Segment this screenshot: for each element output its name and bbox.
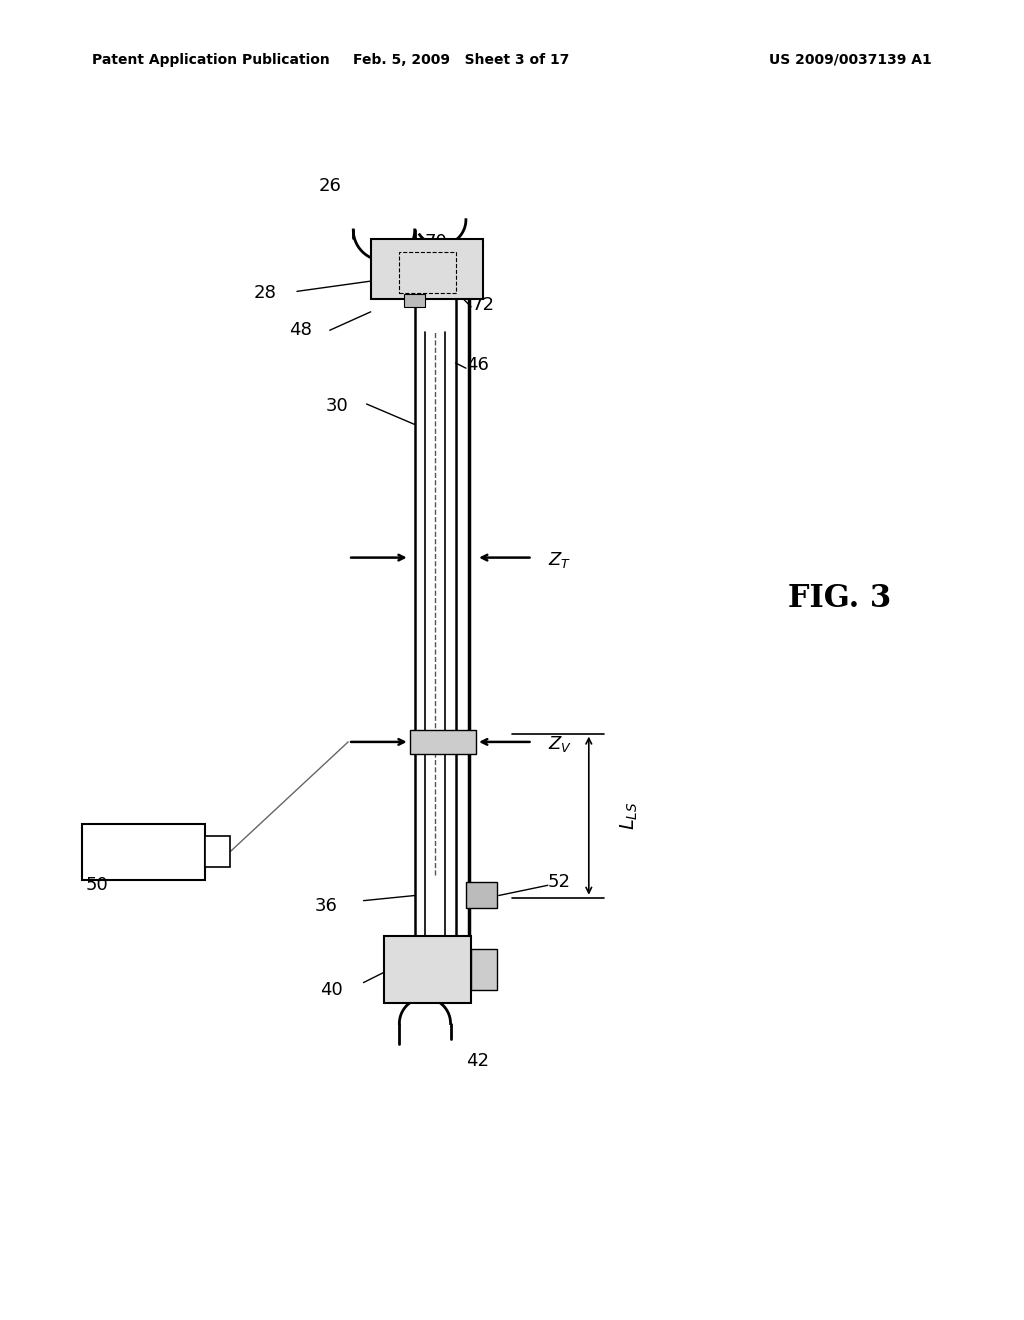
Text: 46: 46 <box>466 356 488 374</box>
Text: 52: 52 <box>548 874 570 891</box>
Text: 28: 28 <box>254 284 276 302</box>
Bar <box>471 949 497 990</box>
Bar <box>466 882 497 908</box>
Text: 48: 48 <box>290 321 312 339</box>
Text: 70: 70 <box>425 234 447 251</box>
Bar <box>410 730 476 754</box>
Text: 30: 30 <box>326 397 348 414</box>
Text: 26: 26 <box>318 177 341 195</box>
Text: $Z_T$: $Z_T$ <box>548 549 571 570</box>
Bar <box>399 252 456 293</box>
Text: $L_{LS}$: $L_{LS}$ <box>620 801 640 830</box>
Text: 40: 40 <box>321 981 343 999</box>
Bar <box>371 239 483 298</box>
Text: Patent Application Publication: Patent Application Publication <box>92 53 330 67</box>
Text: 50: 50 <box>86 876 109 894</box>
Text: FIG. 3: FIG. 3 <box>788 583 891 614</box>
Text: US 2009/0037139 A1: US 2009/0037139 A1 <box>769 53 932 67</box>
Text: 42: 42 <box>466 1052 488 1071</box>
Bar <box>82 824 205 880</box>
Text: 36: 36 <box>315 896 338 915</box>
Text: Feb. 5, 2009   Sheet 3 of 17: Feb. 5, 2009 Sheet 3 of 17 <box>352 53 569 67</box>
Text: $Z_V$: $Z_V$ <box>548 734 572 754</box>
Bar <box>205 836 230 867</box>
Text: 72: 72 <box>471 296 494 314</box>
Bar <box>404 294 425 306</box>
Bar <box>384 936 471 1003</box>
